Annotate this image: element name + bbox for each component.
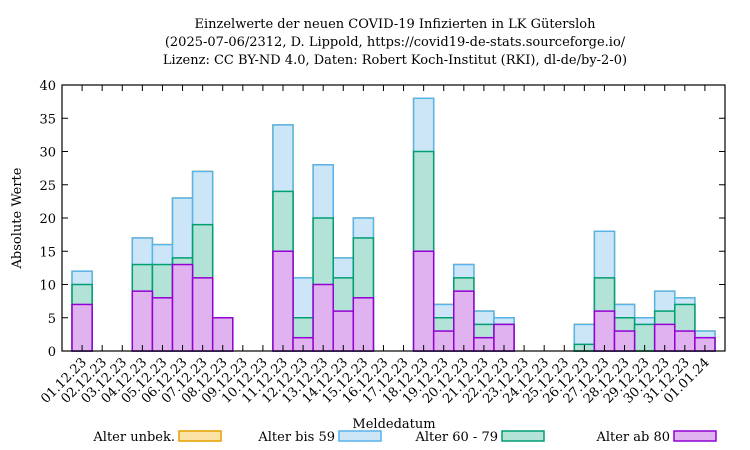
legend-swatch [338, 430, 382, 442]
y-tick-label: 15 [39, 245, 56, 260]
x-axis-label: Meldedatum [352, 417, 435, 432]
bar-alter-ab-80 [412, 250, 435, 352]
legend-label: Alter unbek. [92, 430, 175, 445]
legend-swatch [673, 430, 717, 442]
bar-alter-ab-80 [272, 250, 294, 352]
legend-swatch [178, 430, 222, 442]
y-tick-label: 25 [39, 179, 56, 194]
bar-alter-ab-80 [453, 290, 475, 352]
y-tick-label: 40 [39, 79, 56, 94]
bar-alter-ab-80 [352, 297, 375, 352]
bar-alter-ab-80 [171, 263, 194, 352]
y-tick-label: 20 [39, 212, 56, 227]
legend-label: Alter ab 80 [595, 430, 670, 445]
bar-alter-ab-80 [71, 303, 93, 352]
chart-title-line-1: Einzelwerte der neuen COVID-19 Infiziert… [194, 17, 596, 32]
chart-title-line-3: Lizenz: CC BY-ND 4.0, Daten: Robert Koch… [163, 53, 627, 68]
y-axis-label: Absolute Werte [10, 167, 25, 269]
y-tick-label: 0 [48, 345, 56, 360]
legend-swatch [501, 430, 545, 442]
bar-alter-ab-80 [312, 283, 334, 352]
legend-label: Alter 60 - 79 [414, 430, 498, 445]
y-tick-label: 10 [39, 279, 56, 294]
bar-alter-ab-80 [131, 290, 154, 352]
y-tick-label: 30 [39, 146, 56, 161]
bar-alter-ab-80 [191, 277, 214, 352]
legend-label: Alter bis 59 [257, 430, 335, 445]
bar-alter-ab-80 [151, 297, 174, 352]
y-tick-label: 5 [48, 312, 56, 327]
y-tick-label: 35 [39, 112, 56, 127]
chart-title-line-2: (2025-07-06/2312, D. Lippold, https://co… [165, 35, 626, 50]
